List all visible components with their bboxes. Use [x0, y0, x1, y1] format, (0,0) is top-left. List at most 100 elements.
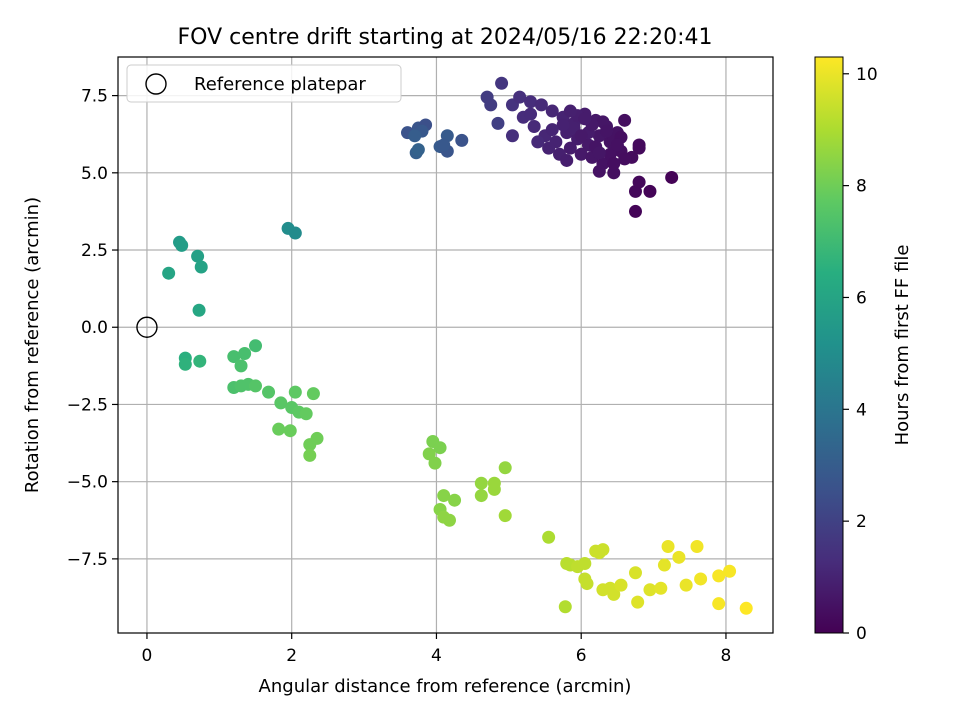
data-point-80: [175, 238, 189, 252]
data-point-111: [428, 456, 442, 470]
data-point-88: [249, 339, 263, 353]
data-point-112: [437, 489, 451, 503]
data-point-64: [610, 138, 624, 152]
data-point-89: [238, 346, 252, 360]
data-point-102: [306, 387, 320, 401]
y-axis-label: Rotation from reference (arcmin): [22, 197, 43, 493]
y-tick-label-2: −2.5: [67, 395, 108, 415]
colorbar-label: Hours from first FF file: [892, 245, 913, 446]
data-point-141: [657, 558, 671, 572]
data-point-106: [310, 431, 324, 445]
data-point-140: [654, 581, 668, 595]
data-point-5: [513, 90, 527, 104]
data-point-116: [448, 493, 462, 507]
data-point-101: [299, 407, 313, 421]
data-point-115: [442, 513, 456, 527]
data-point-15: [618, 113, 632, 127]
data-point-3: [491, 116, 505, 130]
data-point-103: [272, 422, 286, 436]
data-point-147: [712, 569, 726, 583]
data-point-104: [283, 424, 297, 438]
y-axis-ticks: −7.5 −5.0 −2.5 0.0 2.5 5.0 7.5: [67, 87, 118, 570]
data-point-95: [249, 379, 263, 393]
data-point-2: [484, 98, 498, 112]
legend-box: [126, 64, 402, 103]
y-tick-label-0: −7.5: [67, 550, 108, 570]
data-point-58: [560, 153, 574, 167]
data-point-49: [574, 129, 588, 143]
data-point-109: [433, 441, 447, 455]
data-point-53: [600, 124, 614, 138]
data-point-137: [628, 566, 642, 580]
legend-entry-reference: Reference platepar: [194, 74, 366, 95]
data-point-142: [661, 540, 675, 554]
colorbar-tick-label-2: 4: [856, 400, 867, 420]
data-point-99: [288, 385, 302, 399]
reference-marker-layer: [136, 316, 158, 338]
data-point-31: [574, 147, 588, 161]
data-point-143: [672, 550, 686, 564]
data-point-148: [723, 564, 737, 578]
data-point-59: [545, 123, 559, 137]
y-tick-label-5: 5.0: [81, 164, 108, 184]
data-point-149: [712, 597, 726, 611]
data-point-139: [643, 583, 657, 597]
data-point-118: [474, 489, 488, 503]
data-point-37: [643, 184, 657, 198]
y-tick-label-4: 2.5: [81, 241, 108, 261]
data-point-36: [632, 175, 646, 189]
x-axis-ticks: 0 2 4 6 8: [142, 633, 732, 666]
data-point-56: [607, 157, 621, 171]
x-tick-label-1: 2: [286, 646, 297, 666]
data-point-136: [614, 578, 628, 592]
colorbar-tick-label-3: 6: [856, 288, 867, 308]
data-point-63: [592, 146, 606, 160]
x-tick-label-0: 0: [142, 646, 153, 666]
data-point-34: [607, 166, 621, 180]
data-point-129: [580, 577, 594, 591]
data-point-132: [596, 543, 610, 557]
data-point-144: [679, 578, 693, 592]
data-points: [162, 76, 753, 615]
data-point-39: [665, 170, 679, 184]
x-tick-label-4: 8: [721, 646, 732, 666]
data-point-41: [531, 135, 545, 149]
grid-lines: [118, 57, 773, 633]
data-point-83: [162, 266, 176, 280]
data-point-110: [422, 447, 436, 461]
data-point-120: [487, 482, 501, 496]
data-point-46: [618, 152, 632, 166]
legend-reference-marker-icon: [145, 73, 167, 95]
data-point-86: [178, 357, 192, 371]
data-point-91: [234, 359, 248, 373]
data-point-96: [262, 385, 276, 399]
colorbar-ticks: 0 2 4 6 8 10: [843, 65, 878, 644]
colorbar-tick-label-1: 2: [856, 512, 867, 532]
data-point-69: [408, 129, 422, 143]
data-point-123: [542, 530, 556, 544]
data-point-50: [556, 118, 570, 132]
x-axis-label: Angular distance from reference (arcmin): [259, 676, 632, 697]
data-point-6: [524, 95, 538, 109]
data-point-117: [474, 476, 488, 490]
data-point-107: [303, 448, 317, 462]
data-point-71: [411, 143, 425, 157]
x-tick-label-2: 4: [431, 646, 442, 666]
plot-frame: [117, 56, 774, 634]
reference-platepar-marker: [136, 316, 158, 338]
data-point-57: [592, 164, 606, 178]
y-tick-label-6: 7.5: [81, 87, 108, 107]
y-tick-label-1: −5.0: [67, 473, 108, 493]
data-point-55: [632, 141, 646, 155]
data-point-18: [527, 119, 541, 133]
data-point-78: [288, 226, 302, 240]
colorbar-tick-label-5: 10: [856, 65, 878, 85]
data-point-30: [563, 141, 577, 155]
data-point-97: [274, 396, 288, 410]
data-point-81: [191, 249, 205, 263]
colorbar: 0 2 4 6 8 10 Hours from first FF file: [814, 56, 913, 644]
data-point-145: [690, 540, 704, 554]
data-point-87: [193, 354, 207, 368]
data-point-75: [455, 133, 469, 147]
